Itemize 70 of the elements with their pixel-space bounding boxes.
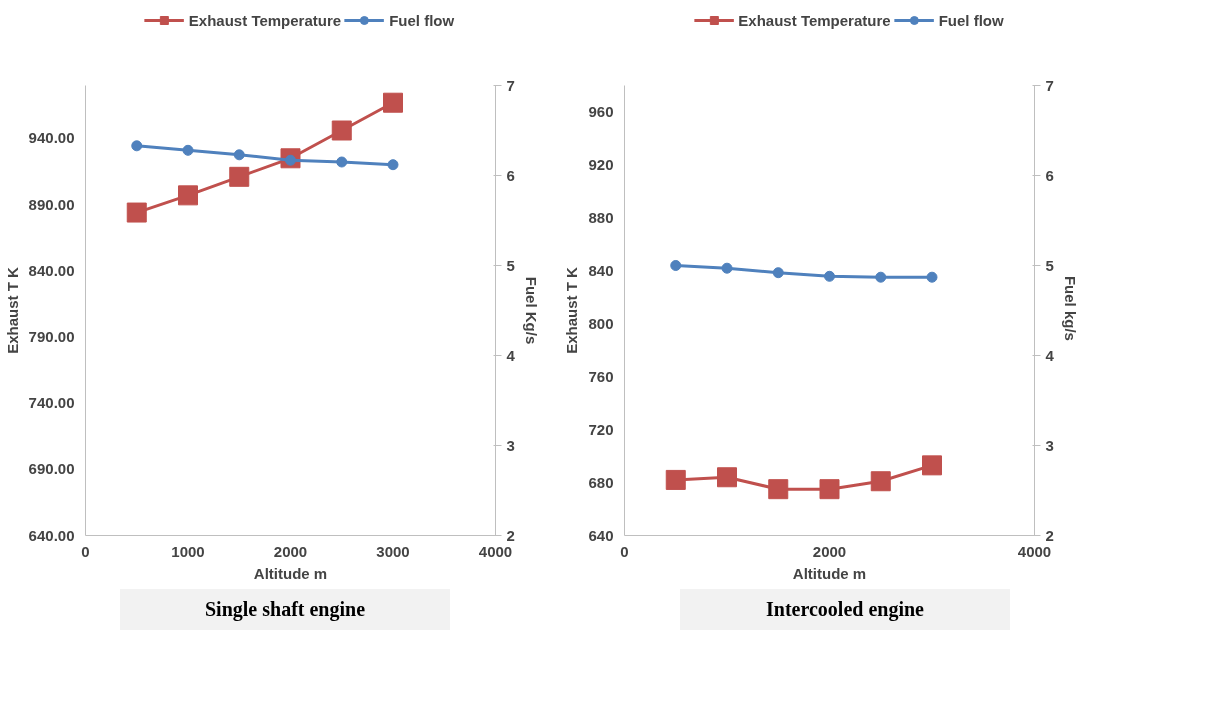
y-tick-label: 790.00 — [28, 327, 75, 345]
y-tick-label: 720 — [588, 420, 614, 438]
point — [824, 270, 835, 282]
y2-tick-label: 7 — [506, 76, 515, 94]
point — [387, 159, 399, 171]
point — [870, 471, 891, 492]
x-tick-label: 0 — [81, 542, 90, 560]
y2-tick-label: 5 — [1045, 256, 1054, 274]
x-tick-label: 0 — [620, 542, 629, 560]
y2-tick-label: 3 — [506, 436, 515, 454]
x-tick-label: 4000 — [1017, 542, 1052, 560]
point — [331, 120, 352, 141]
y-tick-label: 840 — [588, 261, 614, 279]
point — [178, 185, 198, 206]
x-tick-label: 4000 — [478, 542, 513, 560]
point — [768, 479, 789, 500]
y-tick-label: 800 — [588, 314, 614, 332]
y2-tick-label: 3 — [1045, 436, 1054, 454]
point — [721, 262, 733, 274]
y-tick-label: 840.00 — [28, 261, 75, 279]
text: Intercooled engine — [766, 597, 924, 623]
y2-tick-label: 4 — [506, 346, 516, 364]
point — [819, 479, 840, 500]
point — [182, 144, 194, 156]
legend-label: Fuel flow — [938, 11, 1004, 29]
y-tick-label: 960 — [588, 102, 614, 120]
y-tick-label: 640.00 — [28, 526, 75, 544]
x-axis-title: Altitude m — [792, 564, 867, 582]
point — [670, 260, 682, 271]
y-tick-label: 760 — [588, 367, 614, 385]
y2-tick-label: 2 — [1045, 526, 1054, 544]
y-tick-label: 680 — [588, 473, 614, 491]
y-axis-title: Exhaust T K — [3, 266, 21, 354]
y2-axis-title: Fuel kg/s — [1061, 275, 1079, 341]
y-tick-label: 690.00 — [28, 460, 75, 478]
y-tick-label: 920 — [588, 155, 614, 173]
y2-tick-label: 6 — [506, 166, 515, 184]
point — [233, 149, 245, 161]
point — [126, 202, 147, 223]
legend-label: Fuel flow — [389, 11, 455, 29]
point — [131, 140, 143, 152]
point — [875, 271, 887, 283]
x-tick-label: 3000 — [376, 542, 410, 560]
point — [383, 92, 403, 113]
y-tick-label: 890.00 — [28, 195, 75, 213]
y-tick-label: 880 — [588, 208, 614, 226]
y-tick-label: 940.00 — [28, 129, 75, 147]
y2-tick-label: 7 — [1045, 76, 1054, 94]
y-axis-title: Exhaust T K — [563, 266, 581, 354]
x-axis-title: Altitude m — [253, 564, 328, 582]
y2-axis-title: Fuel Kg/s — [522, 276, 540, 345]
y-tick-label: 740.00 — [28, 394, 75, 412]
y2-tick-label: 5 — [506, 256, 515, 274]
point — [665, 469, 686, 490]
y-tick-label: 640 — [588, 526, 614, 544]
y2-tick-label: 6 — [1045, 166, 1054, 184]
point — [922, 455, 942, 476]
point — [926, 271, 938, 283]
point — [336, 156, 348, 168]
legend-label: Exhaust Temperature — [188, 11, 342, 29]
y2-tick-label: 2 — [506, 526, 515, 544]
text: Single shaft engine — [204, 597, 366, 623]
point — [229, 166, 250, 187]
legend-label: Exhaust Temperature — [738, 11, 891, 29]
x-tick-label: 2000 — [273, 542, 308, 560]
point — [772, 267, 784, 279]
y2-tick-label: 4 — [1045, 346, 1055, 364]
point — [717, 467, 737, 488]
x-tick-label: 1000 — [171, 542, 205, 560]
x-tick-label: 2000 — [812, 542, 847, 560]
